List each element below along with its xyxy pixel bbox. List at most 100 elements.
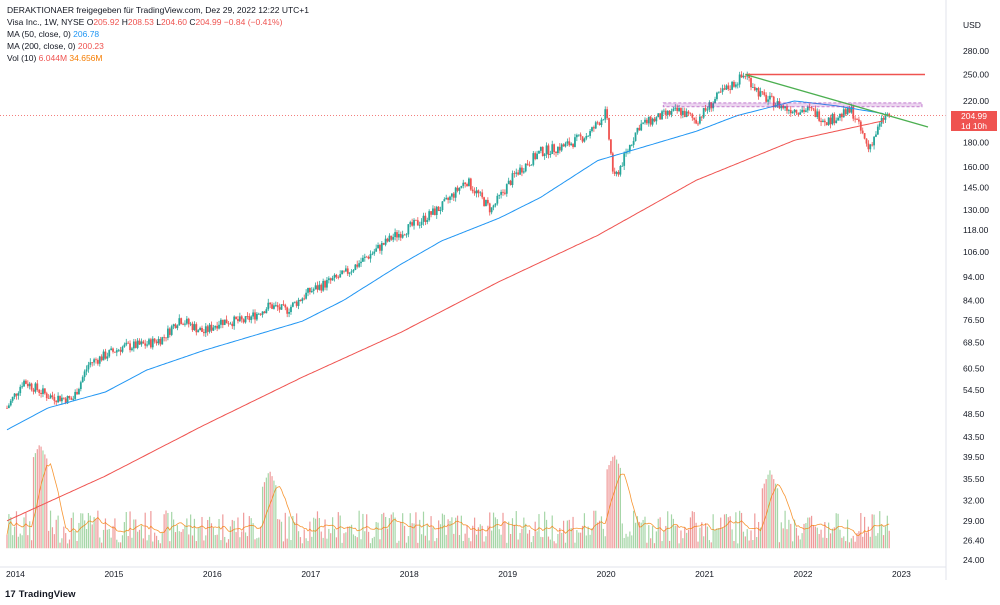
- candle-body: [146, 344, 148, 346]
- volume-bar: [453, 533, 455, 549]
- symbol-ohlc-line[interactable]: Visa Inc., 1W, NYSE O205.92 H208.53 L204…: [7, 16, 309, 28]
- price-pane[interactable]: [6, 71, 891, 409]
- volume-bar: [682, 538, 684, 549]
- volume-bar: [515, 511, 517, 549]
- candle-body: [259, 313, 262, 315]
- trendline[interactable]: [745, 73, 929, 128]
- volume-bar: [602, 528, 604, 549]
- volume-bar: [744, 536, 746, 549]
- volume-bar: [296, 513, 298, 549]
- volume-bar: [729, 516, 731, 549]
- candle-body: [138, 340, 141, 345]
- volume-bar: [210, 523, 213, 549]
- candle-body: [187, 318, 190, 325]
- volume-bar: [138, 529, 141, 549]
- candle-body: [131, 348, 133, 351]
- symbol-name[interactable]: Visa Inc., 1W, NYSE: [7, 17, 85, 27]
- candle-body: [704, 108, 707, 111]
- candle-body: [884, 114, 887, 120]
- candle-body: [549, 153, 552, 155]
- volume-ma-line: [6, 462, 890, 537]
- candle-body: [384, 238, 387, 245]
- volume-bar: [146, 540, 148, 549]
- candle-body: [543, 154, 546, 156]
- volume-bar: [633, 510, 635, 549]
- candle-body: [755, 88, 758, 91]
- volume-bar: [591, 528, 593, 549]
- volume-bar: [381, 514, 383, 549]
- price-axis[interactable]: 280.00250.00220.00200.00180.00160.00145.…: [945, 0, 989, 580]
- volume-bar: [740, 512, 743, 549]
- candle-body: [108, 350, 111, 357]
- volume-bar: [657, 518, 659, 549]
- volume-bar: [184, 525, 186, 549]
- candle-body: [155, 341, 158, 344]
- candle-body: [697, 123, 699, 125]
- volume-bar: [731, 529, 733, 549]
- candle-body: [407, 224, 410, 235]
- currency-label[interactable]: USD: [963, 20, 981, 30]
- volume-bar: [339, 515, 341, 549]
- volume-bar: [445, 534, 447, 549]
- candle-body: [13, 393, 16, 397]
- candle-body: [390, 235, 393, 240]
- candle-body: [314, 285, 317, 290]
- volume-bar: [570, 528, 572, 549]
- volume-legend[interactable]: Vol (10) 6.044M 34.656M: [7, 52, 309, 64]
- candle-body: [468, 178, 470, 187]
- volume-bar: [614, 455, 616, 549]
- candle-body: [83, 371, 86, 378]
- candle-body: [199, 327, 202, 331]
- candle-body: [326, 280, 328, 288]
- volume-bar: [49, 510, 52, 549]
- volume-bar: [574, 542, 576, 549]
- price-tick-label: 130.00: [963, 205, 989, 215]
- volume-bar: [154, 532, 156, 549]
- candle-body: [742, 75, 745, 78]
- candle-body: [473, 191, 476, 194]
- volume-bar: [398, 540, 400, 549]
- volume-bar: [190, 514, 192, 549]
- candle-body: [632, 141, 635, 145]
- volume-bar: [375, 522, 377, 549]
- price-tick-label: 280.00: [963, 46, 989, 56]
- volume-bar: [320, 531, 322, 549]
- volume-bar: [479, 524, 481, 549]
- volume-bar: [456, 515, 459, 549]
- tradingview-logo[interactable]: 17 TradingView: [5, 589, 76, 600]
- candle-body: [615, 171, 618, 174]
- drawings-layer[interactable]: [0, 73, 946, 128]
- candle-body: [286, 307, 289, 314]
- volume-bar: [307, 540, 309, 549]
- time-tick-label: 2018: [400, 569, 419, 579]
- volume-bar: [428, 540, 430, 549]
- volume-bar: [597, 522, 599, 549]
- candle-body: [706, 109, 709, 111]
- candle-body: [820, 120, 822, 122]
- price-tick-label: 54.50: [963, 385, 985, 395]
- volume-bar: [687, 529, 690, 549]
- ma50-line-layer: [6, 100, 884, 431]
- candle-body: [257, 313, 260, 315]
- candle-body: [488, 203, 491, 213]
- time-axis[interactable]: 2014 2015 2016 2017 2018 2019 2020 2021 2022 2023: [0, 566, 946, 579]
- candle-body: [208, 324, 211, 332]
- volume-bar: [443, 514, 445, 549]
- volume-bar: [534, 521, 536, 549]
- candle-body: [220, 319, 222, 325]
- candle-body: [293, 301, 296, 303]
- candle-body: [803, 109, 805, 112]
- candle-body: [871, 144, 874, 146]
- volume-bar: [59, 542, 61, 549]
- volume-bar: [873, 514, 875, 549]
- volume-bar: [606, 469, 608, 549]
- support-zone[interactable]: [662, 102, 923, 108]
- ma50-legend[interactable]: MA (50, close, 0) 206.78: [7, 28, 309, 40]
- volume-bar: [305, 538, 307, 549]
- ma200-legend[interactable]: MA (200, close, 0) 200.23: [7, 40, 309, 52]
- candle-body: [216, 325, 219, 329]
- volume-bar: [708, 540, 710, 549]
- candle-body: [225, 319, 228, 324]
- candle-body: [450, 193, 453, 197]
